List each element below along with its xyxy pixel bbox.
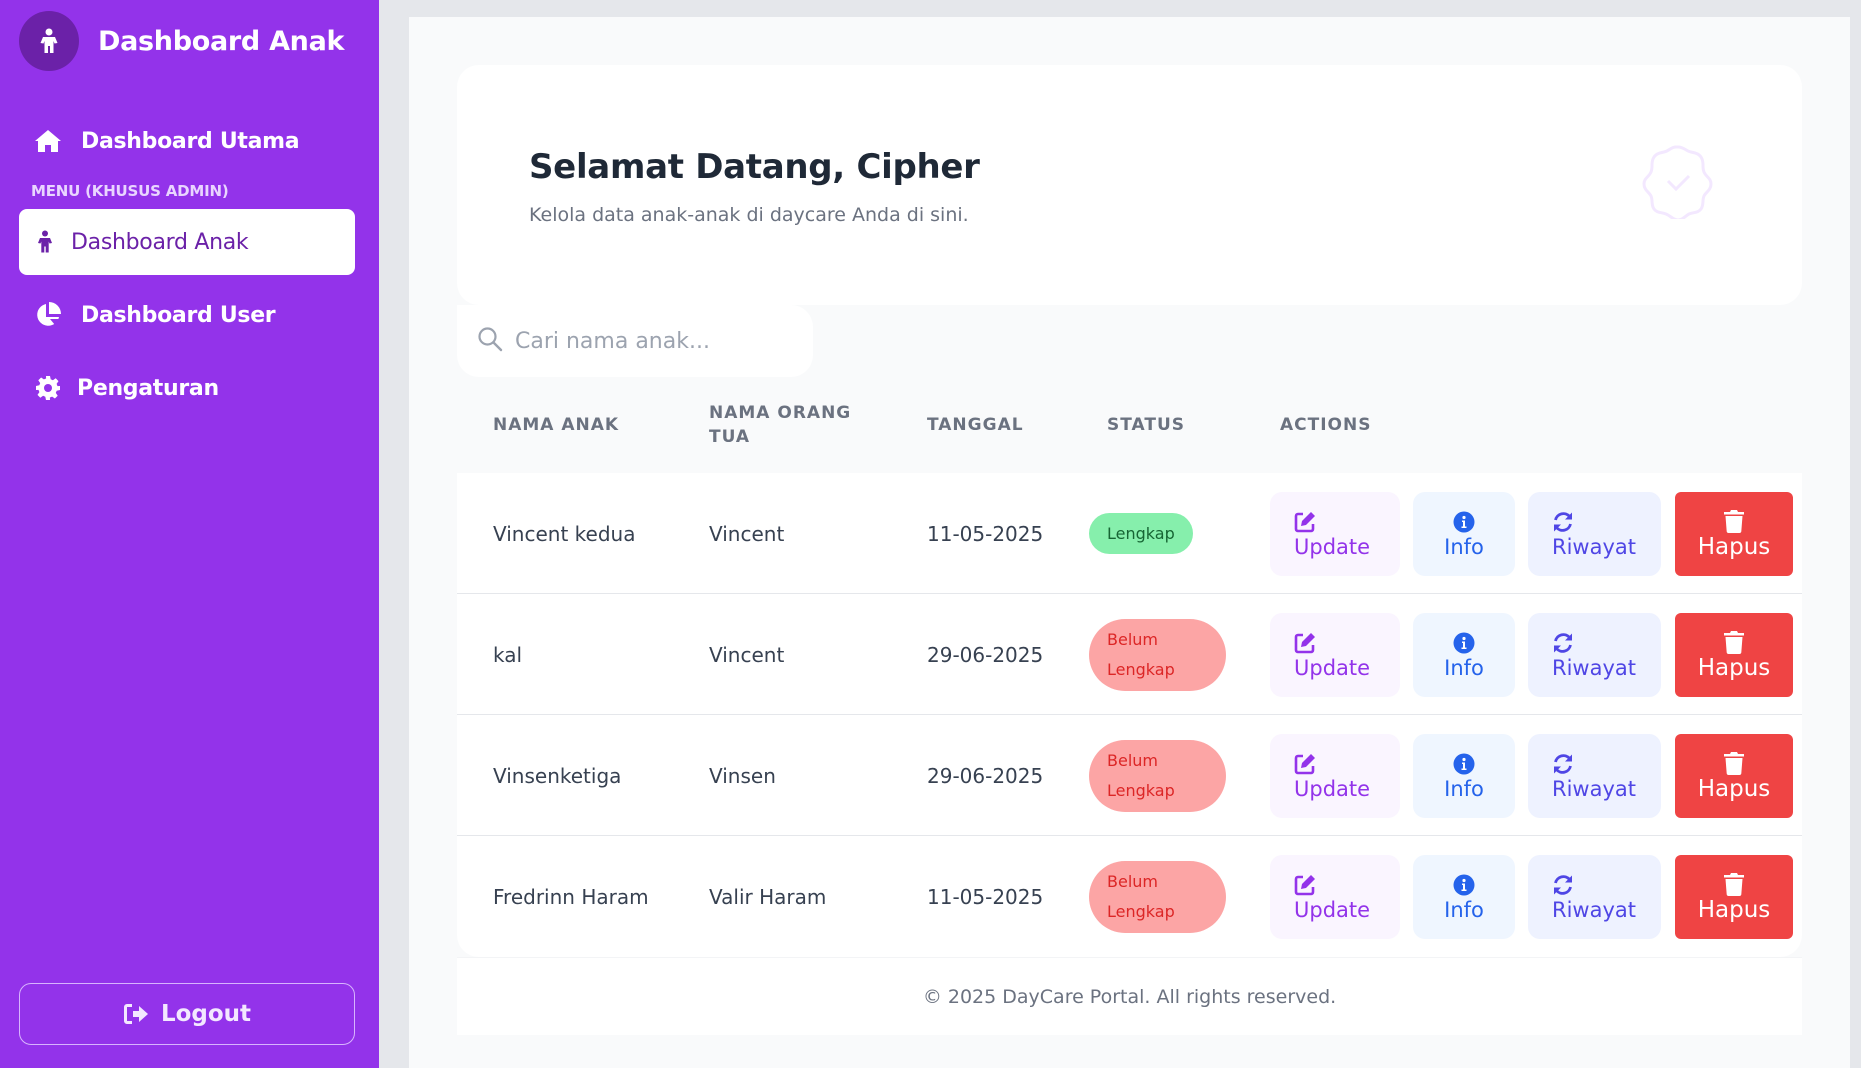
cell-nama-anak: Vincent kedua [493, 521, 636, 546]
sidebar: Dashboard Anak Dashboard Utama MENU (KHU… [0, 0, 379, 1068]
sidebar-item-dashboard-user[interactable]: Dashboard User [19, 282, 355, 348]
status-badge: Belum Lengkap [1089, 618, 1226, 691]
riwayat-button[interactable]: Riwayat [1528, 734, 1661, 818]
home-icon [33, 126, 63, 156]
cell-nama-anak: Vinsenketiga [493, 763, 622, 788]
table-row: kal Vincent 29-06-2025 Belum Lengkap Upd… [457, 594, 1802, 715]
page-title: Selamat Datang, Cipher [529, 147, 980, 187]
cell-tanggal: 29-06-2025 [927, 642, 1044, 667]
table-header: NAMA ANAK NAMA ORANG TUA TANGGAL STATUS … [457, 377, 1802, 473]
update-button[interactable]: Update [1270, 492, 1400, 576]
column-header-nama-anak: NAMA ANAK [493, 415, 620, 435]
status-badge: Lengkap [1089, 513, 1193, 554]
trash-icon [1724, 750, 1744, 776]
update-button[interactable]: Update [1270, 855, 1400, 939]
hapus-button[interactable]: Hapus [1675, 492, 1793, 576]
info-icon [1453, 872, 1475, 898]
main-content: Selamat Datang, Cipher Kelola data anak-… [409, 17, 1850, 1068]
update-button[interactable]: Update [1270, 613, 1400, 697]
info-icon [1453, 509, 1475, 535]
riwayat-button[interactable]: Riwayat [1528, 492, 1661, 576]
cell-nama-orang-tua: Valir Haram [709, 884, 827, 909]
sidebar-item-pengaturan[interactable]: Pengaturan [19, 355, 355, 421]
sidebar-item-label: Dashboard Anak [71, 229, 249, 255]
column-header-nama-orang-tua: NAMA ORANG TUA [709, 403, 852, 447]
search-icon [477, 326, 503, 356]
trash-icon [1724, 508, 1744, 534]
cell-nama-orang-tua: Vincent [709, 521, 785, 546]
cell-nama-anak: Fredrinn Haram [493, 884, 649, 909]
sidebar-item-label: Dashboard Utama [81, 128, 300, 154]
table-row: Vinsenketiga Vinsen 29-06-2025 Belum Len… [457, 715, 1802, 836]
info-button[interactable]: Info [1413, 734, 1515, 818]
cell-nama-orang-tua: Vincent [709, 642, 785, 667]
cell-nama-anak: kal [493, 642, 523, 667]
badge-check-icon [1640, 143, 1716, 223]
brand: Dashboard Anak [19, 11, 344, 71]
info-button[interactable]: Info [1413, 613, 1515, 697]
gear-icon [33, 373, 63, 403]
refresh-icon [1552, 751, 1661, 777]
refresh-icon [1552, 872, 1661, 898]
sidebar-item-dashboard-anak[interactable]: Dashboard Anak [19, 209, 355, 275]
welcome-card: Selamat Datang, Cipher Kelola data anak-… [457, 65, 1802, 305]
info-icon [1453, 630, 1475, 656]
hapus-button[interactable]: Hapus [1675, 613, 1793, 697]
sidebar-item-label: Pengaturan [77, 375, 219, 401]
logout-icon [123, 1002, 149, 1026]
page-subtitle: Kelola data anak-anak di daycare Anda di… [529, 204, 969, 226]
info-button[interactable]: Info [1413, 492, 1515, 576]
info-button[interactable]: Info [1413, 855, 1515, 939]
child-icon [33, 227, 57, 257]
table-row: Fredrinn Haram Valir Haram 11-05-2025 Be… [457, 836, 1802, 957]
status-badge: Belum Lengkap [1089, 739, 1226, 812]
update-button[interactable]: Update [1270, 734, 1400, 818]
edit-icon [1294, 751, 1400, 777]
logout-button[interactable]: Logout [19, 983, 355, 1045]
pie-chart-icon [33, 300, 63, 330]
edit-icon [1294, 872, 1400, 898]
refresh-icon [1552, 630, 1661, 656]
cell-tanggal: 11-05-2025 [927, 884, 1044, 909]
search-input[interactable] [515, 328, 805, 354]
riwayat-button[interactable]: Riwayat [1528, 613, 1661, 697]
riwayat-button[interactable]: Riwayat [1528, 855, 1661, 939]
cell-nama-orang-tua: Vinsen [709, 763, 776, 788]
column-header-status: STATUS [1107, 415, 1186, 435]
table-row: Vincent kedua Vincent 11-05-2025 Lengkap… [457, 473, 1802, 594]
section-label: MENU (KHUSUS ADMIN) [31, 182, 229, 200]
footer-text: © 2025 DayCare Portal. All rights reserv… [922, 985, 1337, 1008]
hapus-button[interactable]: Hapus [1675, 855, 1793, 939]
refresh-icon [1552, 509, 1661, 535]
edit-icon [1294, 509, 1400, 535]
brand-title: Dashboard Anak [98, 25, 345, 57]
footer: © 2025 DayCare Portal. All rights reserv… [457, 957, 1802, 1035]
column-header-tanggal: TANGGAL [927, 415, 1024, 435]
cell-tanggal: 11-05-2025 [927, 521, 1044, 546]
status-badge: Belum Lengkap [1089, 860, 1226, 933]
hapus-button[interactable]: Hapus [1675, 734, 1793, 818]
sidebar-item-label: Dashboard User [81, 302, 276, 328]
table-body: Vincent kedua Vincent 11-05-2025 Lengkap… [457, 473, 1802, 957]
search-box [457, 305, 813, 377]
trash-icon [1724, 871, 1744, 897]
sidebar-item-dashboard-utama[interactable]: Dashboard Utama [19, 108, 355, 174]
info-icon [1453, 751, 1475, 777]
trash-icon [1724, 629, 1744, 655]
logout-label: Logout [160, 1001, 252, 1027]
cell-tanggal: 29-06-2025 [927, 763, 1044, 788]
child-icon [19, 11, 79, 71]
edit-icon [1294, 630, 1400, 656]
column-header-actions: ACTIONS [1280, 415, 1372, 435]
